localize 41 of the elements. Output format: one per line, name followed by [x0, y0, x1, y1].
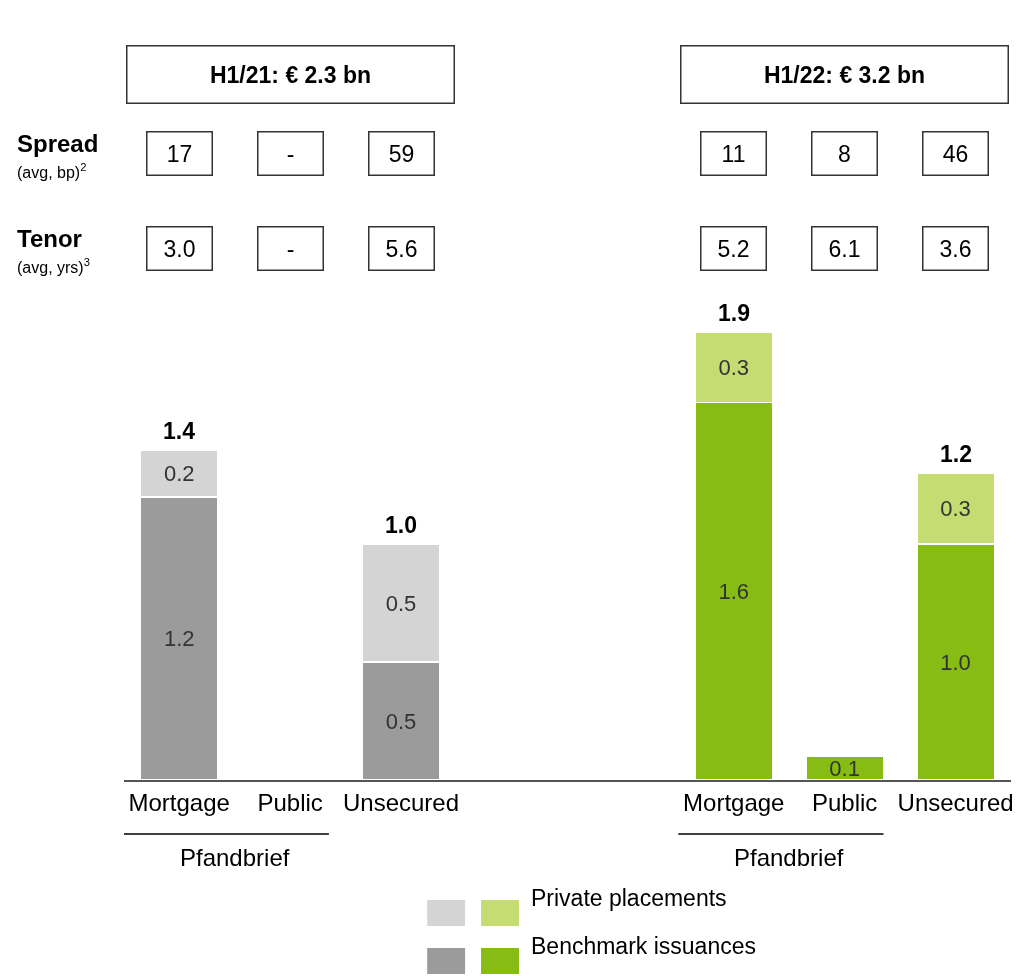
data-label: 0.5	[385, 708, 417, 734]
text: -	[286, 235, 295, 262]
data-label: 0.2	[163, 460, 195, 486]
total-label: 1.4	[163, 418, 196, 444]
text: 5.2	[717, 235, 750, 262]
text: 59	[388, 140, 415, 167]
data-label: 0.1	[829, 755, 860, 781]
text: Spread	[17, 130, 99, 157]
x-tick-label: Mortgage	[128, 788, 230, 816]
text: Pfandbrief	[734, 844, 844, 871]
x-tick-label: Unsecured	[897, 788, 1014, 816]
total-label: 1.2	[940, 441, 972, 467]
legend-label: Private placements	[531, 885, 727, 911]
x-tick-label: Public	[811, 788, 878, 816]
text: 17	[166, 140, 193, 167]
legend-label: Benchmark issuances	[531, 933, 756, 959]
data-label: 0.3	[940, 496, 971, 522]
text: 3.0	[163, 235, 196, 262]
text: 3.6	[939, 235, 972, 262]
data-label: 1.6	[718, 578, 750, 604]
text: -	[286, 140, 295, 167]
text: 46	[942, 140, 969, 167]
text: Pfandbrief	[180, 844, 290, 871]
text: 8	[838, 140, 851, 167]
x-tick-label: Mortgage	[683, 788, 785, 816]
text: 6.1	[828, 235, 861, 262]
data-label: 0.5	[385, 590, 417, 616]
text: H1/22: € 3.2 bn	[763, 61, 926, 88]
total-label: 1.0	[385, 512, 417, 538]
text: H1/21: € 2.3 bn	[209, 61, 372, 88]
text: (avg, yrs)$^{3}$	[17, 256, 90, 276]
x-tick-label: Public	[257, 788, 323, 816]
x-tick-label: Unsecured	[343, 788, 460, 816]
data-label: 0.3	[718, 354, 750, 380]
text: 11	[721, 140, 746, 167]
text: 5.6	[385, 235, 418, 262]
data-label: 1.2	[163, 626, 195, 652]
total-label: 1.9	[718, 300, 750, 326]
text: Tenor	[17, 225, 82, 252]
text: (avg, bp)$^{2}$	[17, 161, 87, 181]
data-label: 1.0	[940, 649, 971, 675]
